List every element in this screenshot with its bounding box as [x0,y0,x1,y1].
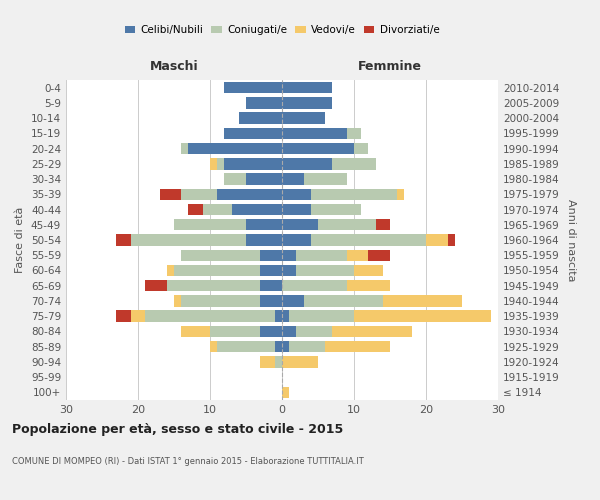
Bar [174,265,260,276]
Bar [325,341,390,352]
Bar [282,188,311,200]
Bar [448,234,455,246]
Bar [289,310,354,322]
Bar [347,128,361,139]
Bar [282,250,296,261]
Y-axis label: Fasce di età: Fasce di età [16,207,25,273]
Bar [332,326,412,337]
Bar [354,143,368,154]
Text: Maschi: Maschi [149,60,199,72]
Text: Popolazione per età, sesso e stato civile - 2015: Popolazione per età, sesso e stato civil… [12,422,343,436]
Bar [282,174,304,185]
Bar [232,204,282,215]
Bar [145,280,167,291]
Bar [167,280,260,291]
Bar [282,356,318,368]
Bar [296,250,347,261]
Bar [376,219,390,230]
Bar [246,174,282,185]
Legend: Celibi/Nubili, Coniugati/e, Vedovi/e, Divorziati/e: Celibi/Nubili, Coniugati/e, Vedovi/e, Di… [121,21,443,40]
Bar [397,188,404,200]
Bar [210,158,217,170]
Bar [304,174,347,185]
Bar [116,234,131,246]
Bar [282,128,347,139]
Bar [246,234,282,246]
Bar [260,356,275,368]
Text: COMUNE DI MOMPEO (RI) - Dati ISTAT 1° gennaio 2015 - Elaborazione TUTTITALIA.IT: COMUNE DI MOMPEO (RI) - Dati ISTAT 1° ge… [12,458,364,466]
Bar [282,219,318,230]
Bar [224,82,282,94]
Bar [260,295,282,306]
Bar [311,188,397,200]
Bar [174,295,181,306]
Bar [131,234,246,246]
Bar [282,326,296,337]
Bar [181,250,260,261]
Bar [174,219,246,230]
Bar [282,82,332,94]
Bar [311,234,426,246]
Bar [347,250,368,261]
Bar [332,158,376,170]
Bar [260,326,282,337]
Bar [383,295,462,306]
Bar [282,265,296,276]
Bar [224,128,282,139]
Bar [188,204,203,215]
Bar [181,326,210,337]
Bar [282,234,311,246]
Bar [217,158,224,170]
Y-axis label: Anni di nascita: Anni di nascita [566,198,576,281]
Bar [181,295,260,306]
Bar [282,386,289,398]
Text: Femmine: Femmine [358,60,422,72]
Bar [131,310,145,322]
Bar [275,356,282,368]
Bar [347,280,390,291]
Bar [188,143,282,154]
Bar [224,158,282,170]
Bar [318,219,376,230]
Bar [210,341,217,352]
Bar [296,265,354,276]
Bar [296,326,332,337]
Bar [354,265,383,276]
Bar [282,143,354,154]
Bar [246,97,282,108]
Bar [217,188,282,200]
Bar [304,295,383,306]
Bar [282,97,332,108]
Bar [289,341,325,352]
Bar [354,310,491,322]
Bar [282,295,304,306]
Bar [203,204,232,215]
Bar [426,234,448,246]
Bar [368,250,390,261]
Bar [282,310,289,322]
Bar [282,204,311,215]
Bar [160,188,181,200]
Bar [181,143,188,154]
Bar [282,341,289,352]
Bar [145,310,275,322]
Bar [167,265,174,276]
Bar [282,158,332,170]
Bar [181,188,217,200]
Bar [275,341,282,352]
Bar [116,310,131,322]
Bar [282,112,325,124]
Bar [224,174,246,185]
Bar [311,204,361,215]
Bar [260,250,282,261]
Bar [210,326,260,337]
Bar [217,341,275,352]
Bar [260,280,282,291]
Bar [260,265,282,276]
Bar [282,280,347,291]
Bar [246,219,282,230]
Bar [275,310,282,322]
Bar [239,112,282,124]
